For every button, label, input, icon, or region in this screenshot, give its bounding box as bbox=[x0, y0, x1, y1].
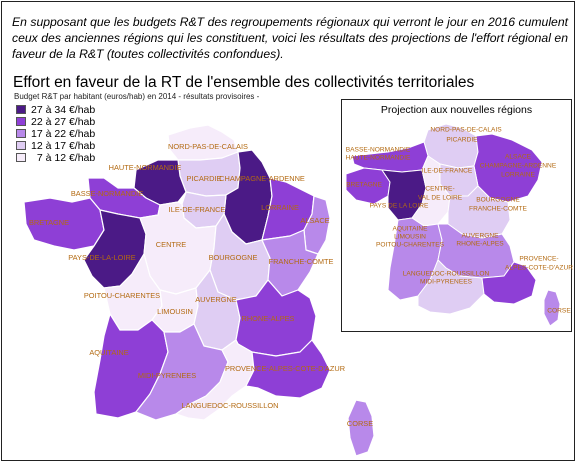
inset-label: CORSE bbox=[547, 307, 571, 315]
label-centre: CENTRE bbox=[155, 240, 187, 249]
inset-label: MIDI-PYRENEES bbox=[419, 278, 473, 286]
legend-label: 27 à 34 €/hab bbox=[31, 104, 96, 116]
label-paca: PROVENCE-ALPES-COTE-D'AZUR bbox=[224, 364, 346, 373]
inset-label: ALPES-COTE-D'AZUR bbox=[505, 264, 573, 272]
inset-region-bfc bbox=[447, 185, 511, 239]
inset-region-lrmp bbox=[417, 259, 485, 315]
inset-label: FRANCHE-COMTE bbox=[469, 205, 527, 213]
inset-label: BOURGOGNE bbox=[476, 196, 520, 204]
inset-title: Projection aux nouvelles régions bbox=[380, 104, 533, 116]
label-rhone-alpes: RHONE-ALPES bbox=[241, 314, 295, 323]
label-lorraine: LORRAINE bbox=[261, 203, 299, 212]
legend-swatch bbox=[16, 129, 26, 138]
legend-swatch bbox=[16, 117, 26, 126]
inset-label: HAUTE-NORMANDIE bbox=[345, 154, 411, 162]
label-champagne-ardenne: CHAMPAGNE-ARDENNE bbox=[219, 174, 305, 183]
region-languedoc-roussillon bbox=[175, 339, 255, 421]
inset-label: POITOU-CHARENTES bbox=[375, 241, 445, 249]
inset-region-centre bbox=[411, 155, 451, 227]
map-subtitle: Budget R&T par habitant (euros/hab) en 2… bbox=[14, 92, 260, 101]
label-limousin: LIMOUSIN bbox=[157, 307, 193, 316]
inset-label: AQUITAINE bbox=[392, 225, 428, 233]
label-basse-normandie: BASSE-NORMANDIE bbox=[70, 189, 144, 198]
label-nord-pas-de-calais: NORD-PAS-DE-CALAIS bbox=[168, 142, 248, 151]
label-auvergne: AUVERGNE bbox=[195, 295, 237, 304]
inset-label: LANGUEDOC-ROUSSILLON bbox=[402, 270, 490, 278]
label-midi-pyrenees: MIDI-PYRENEES bbox=[137, 371, 197, 380]
inset-label: BASSE-NORMANDIE bbox=[345, 146, 411, 154]
label-poitou-charentes: POITOU-CHARENTES bbox=[83, 291, 161, 300]
inset-region-corse bbox=[543, 289, 561, 327]
region-corse bbox=[347, 399, 375, 457]
inset-label: CHAMPAGNE-ARDENNE bbox=[479, 162, 557, 170]
inset-label: LORRAINE bbox=[501, 171, 535, 179]
inset-label: ALSACE bbox=[504, 153, 532, 161]
inset-label: NORD-PAS-DE-CALAIS bbox=[430, 126, 502, 134]
label-haute-normandie: HAUTE-NORMANDIE bbox=[108, 163, 182, 172]
label-picardie: PICARDIE bbox=[186, 174, 222, 183]
legend-swatch bbox=[16, 105, 26, 114]
map-title: Effort en faveur de la RT de l'ensemble … bbox=[13, 74, 475, 91]
inset-label: CENTRE- bbox=[425, 185, 455, 193]
label-pays-de-la-loire: PAYS-DE-LA-LOIRE bbox=[68, 253, 136, 262]
inset-map bbox=[345, 123, 561, 327]
legend-label: 22 à 27 €/hab bbox=[31, 116, 96, 128]
label-languedoc-roussillon: LANGUEDOC-ROUSSILLON bbox=[181, 401, 279, 410]
legend-label: 7 à 12 €/hab bbox=[31, 152, 96, 164]
inset-panel: Projection aux nouvelles régions bbox=[341, 99, 573, 332]
inset-region-paca bbox=[481, 261, 537, 305]
legend-swatch bbox=[16, 141, 26, 150]
label-bourgogne: BOURGOGNE bbox=[208, 253, 258, 262]
label-corse: CORSE bbox=[346, 419, 374, 428]
legend-label: 17 à 22 €/hab bbox=[31, 128, 96, 140]
intro-paragraph: En supposant que les budgets R&T des reg… bbox=[12, 15, 568, 61]
region-paca bbox=[245, 339, 331, 399]
label-ile-de-france: ILE-DE-FRANCE bbox=[168, 205, 226, 214]
label-alsace: ALSACE bbox=[300, 216, 330, 225]
inset-label: AUVERGNE bbox=[461, 232, 499, 240]
inset-label: VAL DE LOIRE bbox=[417, 194, 463, 202]
inset-label: RHONE-ALPES bbox=[456, 240, 504, 248]
label-franche-comte: FRANCHE-COMTE bbox=[268, 257, 334, 266]
legend-label: 12 à 17 €/hab bbox=[31, 140, 96, 152]
label-bretagne: BRETAGNE bbox=[28, 218, 70, 227]
inset-label: BRETAGNE bbox=[346, 181, 382, 189]
inset-label: PICARDIE bbox=[446, 136, 478, 144]
inset-label: PAYS DE LA LOIRE bbox=[369, 202, 429, 210]
label-aquitaine: AQUITAINE bbox=[89, 348, 129, 357]
inset-label: ILE-DE-FRANCE bbox=[421, 167, 473, 175]
inset-label: LIMOUSIN bbox=[394, 233, 426, 241]
region-franche-comte bbox=[261, 229, 319, 297]
inset-label: PROVENCE- bbox=[519, 255, 559, 263]
legend-swatch bbox=[16, 153, 26, 162]
